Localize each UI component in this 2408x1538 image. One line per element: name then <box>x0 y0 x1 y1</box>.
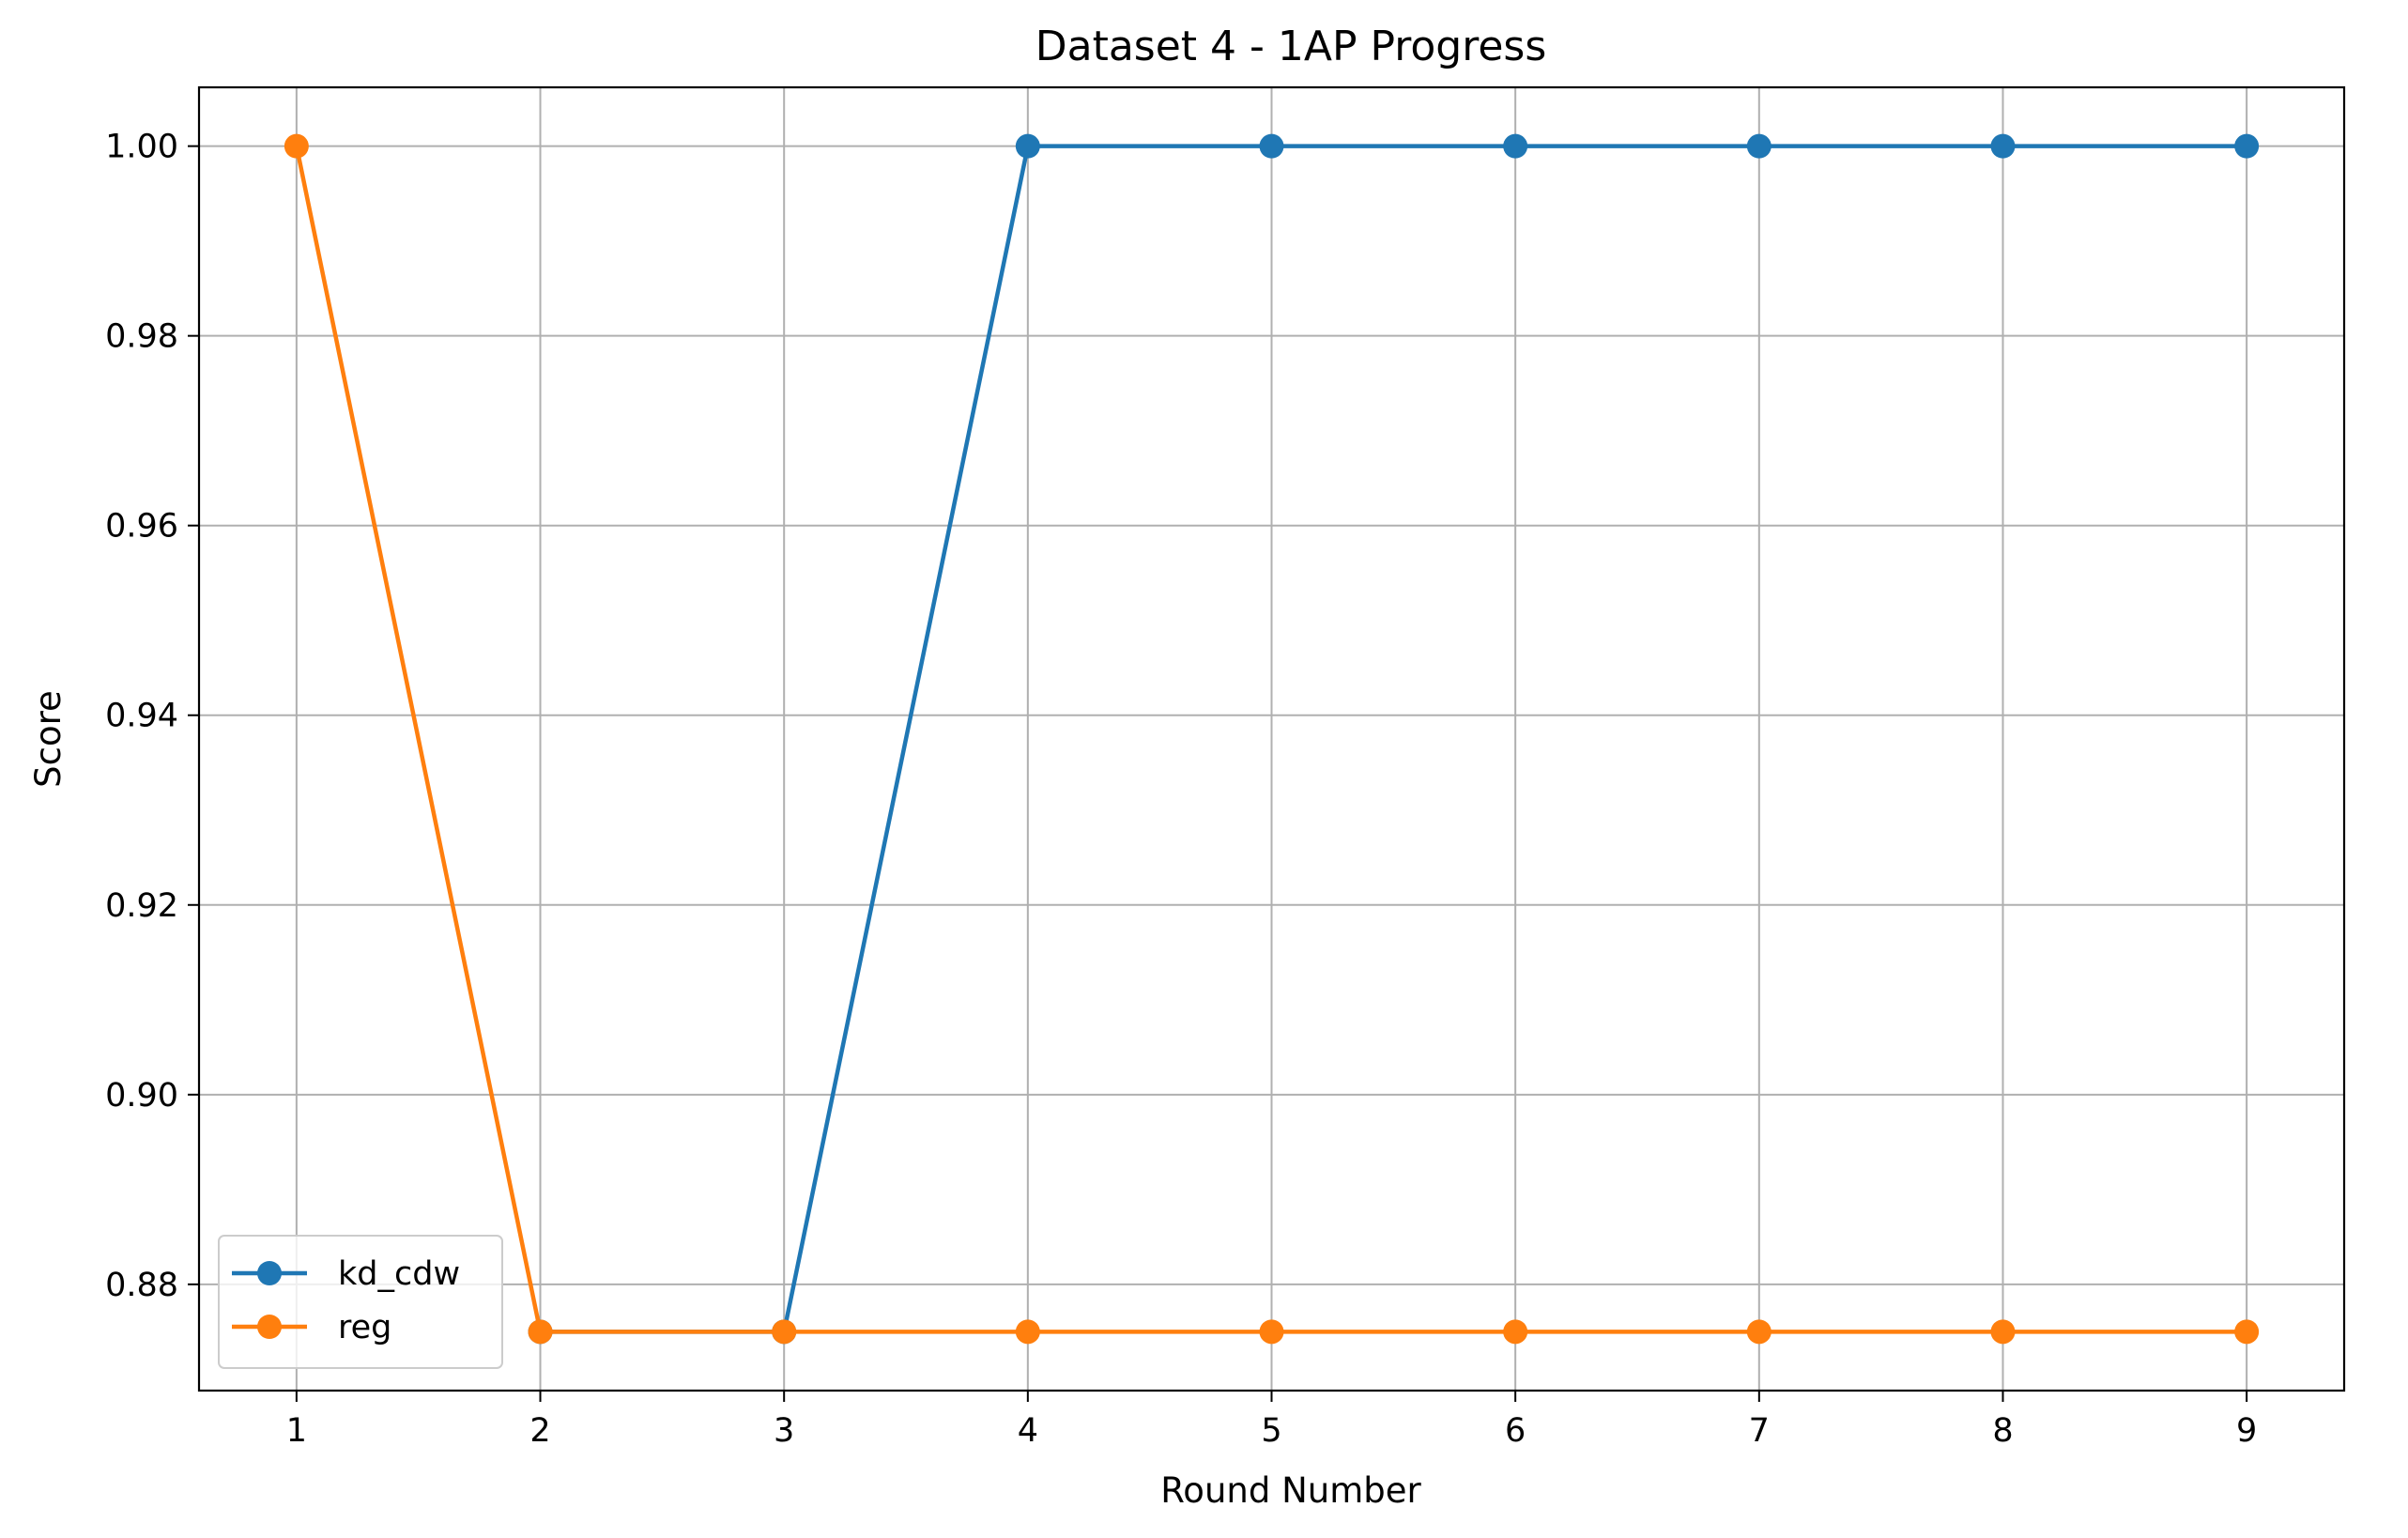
y-tick-label: 0.88 <box>105 1267 178 1304</box>
series-line-kd-cdw <box>538 144 2249 1334</box>
legend-marker-reg <box>257 1315 282 1339</box>
y-tick-label: 1.00 <box>105 129 178 166</box>
legend-marker-kd-cdw <box>257 1261 282 1285</box>
data-point-kd-cdw <box>2234 133 2260 159</box>
data-point-reg <box>1990 1319 2016 1345</box>
chart-title: Dataset 4 - 1AP Progress <box>1035 23 1547 70</box>
y-tick-label: 0.98 <box>105 318 178 356</box>
x-tick-label: 2 <box>529 1412 550 1450</box>
grid <box>199 87 2344 1391</box>
data-point-reg <box>1259 1319 1284 1345</box>
legend-label-kd-cdw: kd_cdw <box>338 1255 460 1293</box>
data-point-kd-cdw <box>1503 133 1528 159</box>
y-tick-label: 0.96 <box>105 508 178 546</box>
data-point-reg <box>284 133 309 159</box>
data-point-kd-cdw <box>1015 133 1040 159</box>
data-point-reg <box>2234 1319 2260 1345</box>
y-axis-label: Score <box>28 690 69 788</box>
x-tick-label: 1 <box>286 1412 307 1450</box>
data-point-reg <box>1015 1319 1040 1345</box>
x-tick-label: 6 <box>1505 1412 1526 1450</box>
legend-label-reg: reg <box>338 1309 391 1346</box>
x-tick-label: 8 <box>1992 1412 2013 1450</box>
x-tick-label: 9 <box>2236 1412 2257 1450</box>
ticks: 1 2 3 4 5 6 7 8 9 0.88 0.90 0.92 0.94 0.96 0.98 1.00 <box>105 129 2257 1450</box>
y-tick-label: 0.92 <box>105 887 178 925</box>
y-tick-label: 0.90 <box>105 1077 178 1115</box>
data-point-reg <box>1503 1319 1528 1345</box>
data-point-kd-cdw <box>1746 133 1771 159</box>
x-tick-label: 5 <box>1261 1412 1281 1450</box>
data-point-kd-cdw <box>1259 133 1284 159</box>
data-point-kd-cdw <box>1990 133 2016 159</box>
x-axis-label: Round Number <box>1160 1470 1421 1511</box>
data-point-reg <box>772 1319 797 1345</box>
series-layer <box>284 133 2260 1345</box>
y-tick-label: 0.94 <box>105 698 178 735</box>
data-point-reg <box>528 1319 553 1345</box>
x-tick-label: 7 <box>1749 1412 1770 1450</box>
data-point-reg <box>1746 1319 1771 1345</box>
x-tick-label: 3 <box>774 1412 794 1450</box>
legend-box <box>218 1235 503 1369</box>
x-tick-label: 4 <box>1018 1412 1038 1450</box>
